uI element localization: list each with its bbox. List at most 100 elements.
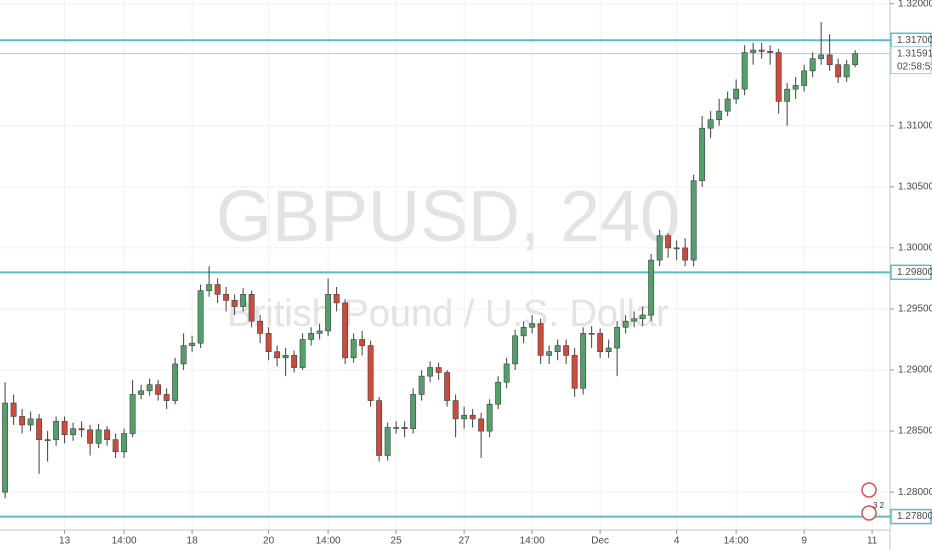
last-price-label: 1.31591 xyxy=(897,48,932,59)
candle-body xyxy=(597,333,604,353)
event-badge xyxy=(861,482,877,498)
candle-body xyxy=(682,247,689,261)
candle-body xyxy=(350,339,357,359)
candle-body xyxy=(10,402,17,417)
candle-body xyxy=(44,439,51,441)
candle-body xyxy=(325,294,332,332)
candle-body xyxy=(724,98,731,112)
candle-body xyxy=(835,64,842,78)
candle-body xyxy=(495,381,502,405)
candle-body xyxy=(809,58,816,72)
candle-body xyxy=(138,390,145,395)
candle-body xyxy=(121,433,128,453)
candle-body xyxy=(843,64,850,78)
candle-body xyxy=(172,363,179,401)
candle-body xyxy=(690,180,697,261)
candle-body xyxy=(308,333,315,340)
watermark: GBPUSD, 240 xyxy=(216,177,680,257)
y-tick-label: 1.30000 xyxy=(898,243,932,254)
y-tick-label: 1.28500 xyxy=(898,426,932,437)
candle-body xyxy=(418,375,425,395)
level-label: 1.27800 xyxy=(897,511,932,522)
candle-body xyxy=(367,345,374,401)
candle-body xyxy=(180,345,187,365)
candle-body xyxy=(452,400,459,420)
candle-body xyxy=(758,49,765,52)
candle-body xyxy=(699,127,706,182)
last-price-box xyxy=(890,46,932,75)
candle-body xyxy=(486,403,493,432)
x-tick-label: 11 xyxy=(867,536,878,547)
candle-body xyxy=(784,88,791,102)
x-tick-label: 4 xyxy=(674,536,680,547)
x-tick-label: 25 xyxy=(391,536,403,547)
candle-body xyxy=(444,372,451,401)
candle-body xyxy=(478,418,485,432)
candle-body xyxy=(529,323,536,328)
candle-body xyxy=(257,320,264,334)
watermark-subtitle: British Pound / U.S. Dollar xyxy=(227,293,669,335)
candle-body xyxy=(665,235,672,249)
candle-body xyxy=(112,439,119,453)
candle-body xyxy=(554,345,561,353)
candle-body xyxy=(410,394,417,429)
candle-body xyxy=(801,70,808,86)
x-tick-label: 14:00 xyxy=(520,536,545,547)
y-tick-label: 1.31000 xyxy=(898,120,932,131)
candle-body xyxy=(733,88,740,100)
candle-body xyxy=(580,333,587,389)
candle-body xyxy=(427,367,434,377)
candle-body xyxy=(775,52,782,102)
y-tick-label: 1.30500 xyxy=(898,181,932,192)
candle-body xyxy=(852,53,859,66)
candle-body xyxy=(435,367,442,373)
candle-body xyxy=(588,333,595,335)
candle-body xyxy=(520,326,527,337)
x-tick-label: 13 xyxy=(59,536,71,547)
candle-body xyxy=(469,414,476,420)
x-tick-label: 18 xyxy=(187,536,199,547)
candle-body xyxy=(61,421,68,436)
candle-body xyxy=(146,384,153,392)
candle-body xyxy=(206,284,213,291)
x-tick-label: 20 xyxy=(263,536,275,547)
candle-body xyxy=(826,54,833,66)
y-tick-label: 1.28000 xyxy=(898,487,932,498)
candle-body xyxy=(291,355,298,368)
candle-body xyxy=(316,330,323,334)
candle-body xyxy=(376,400,383,456)
event-count: 3 2 xyxy=(873,501,885,510)
candle-body xyxy=(240,294,247,307)
candle-body xyxy=(716,110,723,120)
candle-body xyxy=(741,52,748,90)
level-label: 1.29800 xyxy=(897,267,932,278)
candle-body xyxy=(537,323,544,356)
candle-body xyxy=(359,339,366,346)
candle-body xyxy=(223,294,230,301)
candle-body xyxy=(333,294,340,304)
event-badge xyxy=(861,505,877,521)
candle-body xyxy=(2,402,9,493)
candle-body xyxy=(299,339,306,368)
y-tick-label: 1.29500 xyxy=(898,304,932,315)
candle-body xyxy=(231,300,238,307)
candle-body xyxy=(189,342,196,346)
candle-body xyxy=(27,418,34,426)
candle-body xyxy=(248,294,255,322)
x-tick-label: 14:00 xyxy=(112,536,137,547)
candle-body xyxy=(767,50,774,53)
candle-body xyxy=(274,351,281,359)
candle-body xyxy=(818,54,825,59)
x-tick-label: 14:00 xyxy=(316,536,341,547)
candle-body xyxy=(36,418,43,440)
candle-body xyxy=(639,314,646,320)
candle-body xyxy=(631,318,638,322)
x-tick-label: 27 xyxy=(459,536,471,547)
candle-body xyxy=(622,320,629,328)
candle-body xyxy=(393,427,400,429)
x-tick-label: 9 xyxy=(801,536,807,547)
candle-body xyxy=(648,259,655,316)
candle-body xyxy=(656,235,663,261)
candle-body xyxy=(19,416,26,426)
